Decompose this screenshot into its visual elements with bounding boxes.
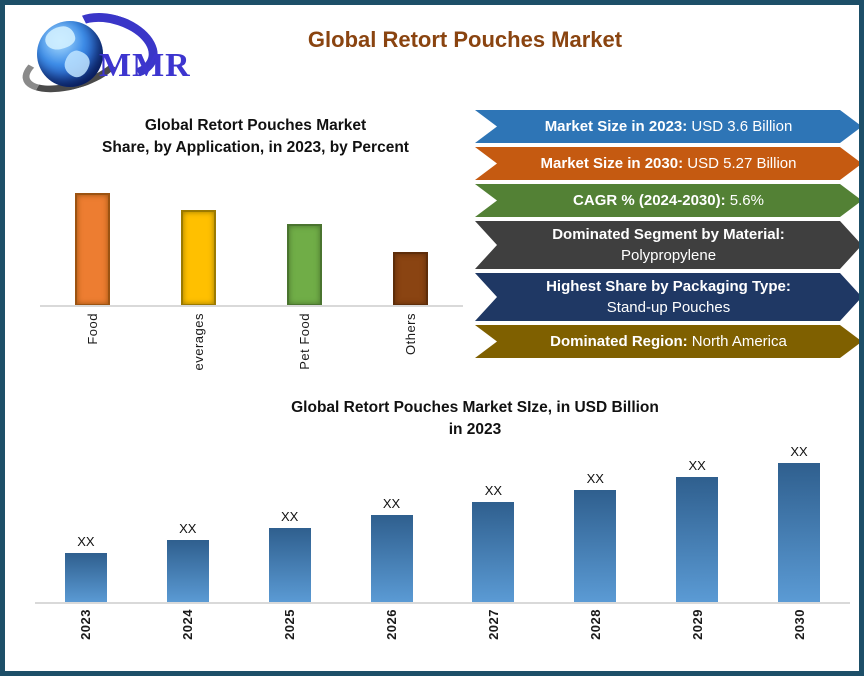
share-bar	[181, 210, 217, 306]
share-bar-cell	[63, 193, 123, 306]
size-bar-value-label: XX	[179, 521, 197, 536]
share-category-cell: Food	[63, 313, 123, 345]
banner-value: Polypropylene	[620, 247, 717, 264]
share-category-cell: Pet Food	[274, 313, 334, 370]
size-bar	[472, 502, 515, 603]
banner-label: Highest Share by Packaging Type:	[505, 276, 832, 297]
size-chart-plot: XX XX XX XX XX XX XX XX	[35, 443, 850, 603]
size-category-label: 2026	[384, 609, 400, 640]
share-bar	[392, 252, 428, 306]
banner-label-text: Market Size in 2030:	[540, 155, 684, 172]
share-category-label: Food	[85, 313, 101, 345]
banner-label-text: CAGR % (2024-2030):	[573, 192, 726, 209]
size-bar-value-label: XX	[281, 509, 299, 524]
share-chart-x-axis	[40, 305, 463, 307]
size-bar	[574, 490, 617, 603]
stat-banner: CAGR % (2024-2030): 5.6%	[475, 184, 862, 217]
size-category-cell: 2029	[662, 609, 732, 640]
logo-text: MMR	[99, 47, 191, 84]
banner-value: Stand-up Pouches	[606, 299, 731, 316]
size-category-label: 2029	[689, 609, 705, 640]
size-bar	[166, 540, 209, 603]
size-category-cell: 2023	[51, 609, 121, 640]
share-bar	[286, 224, 322, 306]
banner-line: Market Size in 2023: USD 3.6 Billion	[544, 118, 793, 135]
share-chart-category-labels: Food everages Pet Food Others	[40, 313, 463, 388]
size-bar-cell: XX	[153, 521, 223, 603]
share-category-label: Pet Food	[296, 313, 312, 370]
size-bar-value-label: XX	[77, 534, 95, 549]
size-category-cell: 2027	[458, 609, 528, 640]
size-bar-cell: XX	[662, 458, 732, 603]
size-bar-value-label: XX	[484, 483, 503, 498]
size-chart-x-axis	[35, 602, 850, 604]
size-category-cell: 2030	[764, 609, 834, 640]
banner-line: Market Size in 2030: USD 5.27 Billion	[540, 155, 797, 172]
size-bar	[778, 463, 821, 603]
banner-label: Dominated Segment by Material:	[505, 224, 832, 245]
stat-banner: Market Size in 2030: USD 5.27 Billion	[475, 147, 862, 180]
page-title: Global Retort Pouches Market	[307, 27, 623, 52]
size-bar	[370, 515, 413, 603]
size-bar-cell: XX	[764, 444, 834, 603]
stat-banner: Highest Share by Packaging Type: Stand-up…	[475, 273, 862, 321]
stats-panel: Market Size in 2023: USD 3.6 Billion Mark…	[475, 110, 862, 358]
size-bar	[676, 477, 719, 603]
size-category-cell: 2025	[255, 609, 325, 640]
share-category-label: Others	[402, 313, 418, 356]
banner-line: CAGR % (2024-2030): 5.6%	[573, 192, 764, 209]
size-bar-value-label: XX	[688, 458, 706, 473]
size-category-label: 2030	[791, 609, 807, 640]
size-category-label: 2023	[78, 609, 94, 640]
size-category-label: 2024	[180, 609, 196, 640]
banner-label-text: Dominated Segment by Material:	[552, 226, 785, 243]
size-chart-title-line1: Global Retort Pouches Market SIze, in US…	[291, 399, 659, 416]
size-bar-cell: XX	[255, 509, 325, 603]
share-category-cell: everages	[169, 313, 229, 370]
banner-label-text: Highest Share by Packaging Type:	[546, 278, 791, 295]
share-bar-cell	[169, 210, 229, 306]
share-chart-plot	[40, 186, 463, 306]
size-chart-category-labels: 2023 2024 2025 2026 2027 2028 2029 2030	[35, 609, 850, 664]
size-bar-value-label: XX	[790, 444, 808, 459]
share-category-label: everages	[191, 313, 207, 371]
size-category-label: 2028	[587, 609, 603, 640]
banner-label-text: Market Size in 2023:	[544, 118, 688, 135]
stat-banner: Dominated Region: North America	[475, 325, 862, 358]
size-category-cell: 2026	[357, 609, 427, 640]
banner-line: Dominated Region: North America	[550, 333, 787, 350]
size-chart-title-line2: in 2023	[448, 421, 502, 438]
share-bar-cell	[274, 224, 334, 306]
size-bar-cell: XX	[458, 483, 528, 603]
stat-banner: Dominated Segment by Material: Polypropyl…	[475, 221, 862, 269]
banner-label-text: Dominated Region:	[550, 333, 688, 350]
size-category-label: 2027	[485, 609, 501, 640]
size-bar	[64, 553, 107, 603]
share-chart-title-line2: Share, by Application, in 2023, by Perce…	[102, 139, 409, 156]
size-bar-value-label: XX	[382, 496, 401, 511]
size-bar-cell: XX	[357, 496, 427, 603]
share-chart-title: Global Retort Pouches Market Share, by A…	[43, 115, 468, 159]
size-category-cell: 2028	[560, 609, 630, 640]
share-bar	[75, 193, 111, 306]
size-bar-cell: XX	[51, 534, 121, 603]
size-category-cell: 2024	[153, 609, 223, 640]
share-chart-title-line1: Global Retort Pouches Market	[144, 117, 367, 134]
globe-icon	[37, 21, 103, 87]
size-bar-cell: XX	[560, 471, 630, 603]
mmr-logo: MMR	[16, 5, 209, 103]
size-bar-value-label: XX	[586, 471, 604, 486]
share-bar-cell	[380, 252, 440, 306]
size-bar	[268, 528, 311, 603]
size-chart-title: Global Retort Pouches Market SIze, in US…	[85, 397, 859, 441]
share-category-cell: Others	[380, 313, 440, 355]
size-category-label: 2025	[282, 609, 298, 640]
stat-banner: Market Size in 2023: USD 3.6 Billion	[475, 110, 862, 143]
